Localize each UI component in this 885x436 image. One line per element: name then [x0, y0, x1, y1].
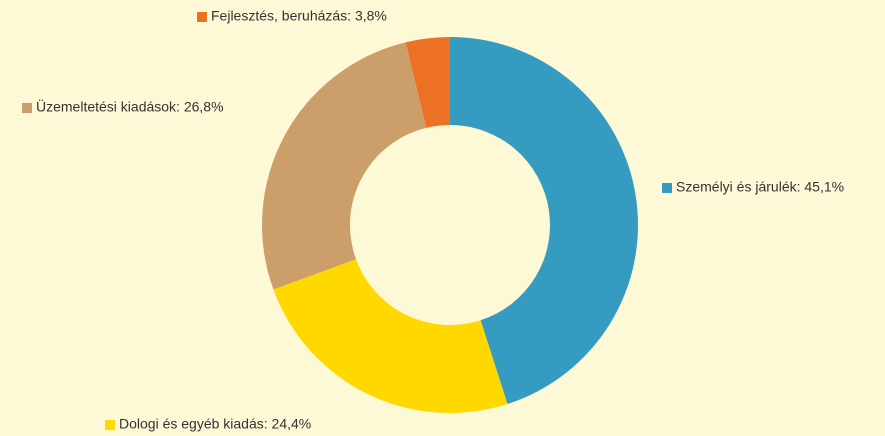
slice-label: Fejlesztés, beruházás: 3,8% — [211, 8, 387, 24]
donut-slice — [273, 259, 508, 413]
donut-slice — [450, 37, 638, 404]
slice-label: Dologi és egyéb kiadás: 24,4% — [119, 416, 311, 432]
slice-label: Személyi és járulék: 45,1% — [676, 179, 844, 195]
legend-swatch — [662, 183, 672, 193]
legend-swatch — [22, 103, 32, 113]
legend-swatch — [197, 12, 207, 22]
slice-label: Üzemeltetési kiadások: 26,8% — [36, 98, 224, 115]
legend-swatch — [105, 420, 115, 430]
donut-slice — [405, 37, 450, 128]
donut-slice — [262, 42, 427, 290]
